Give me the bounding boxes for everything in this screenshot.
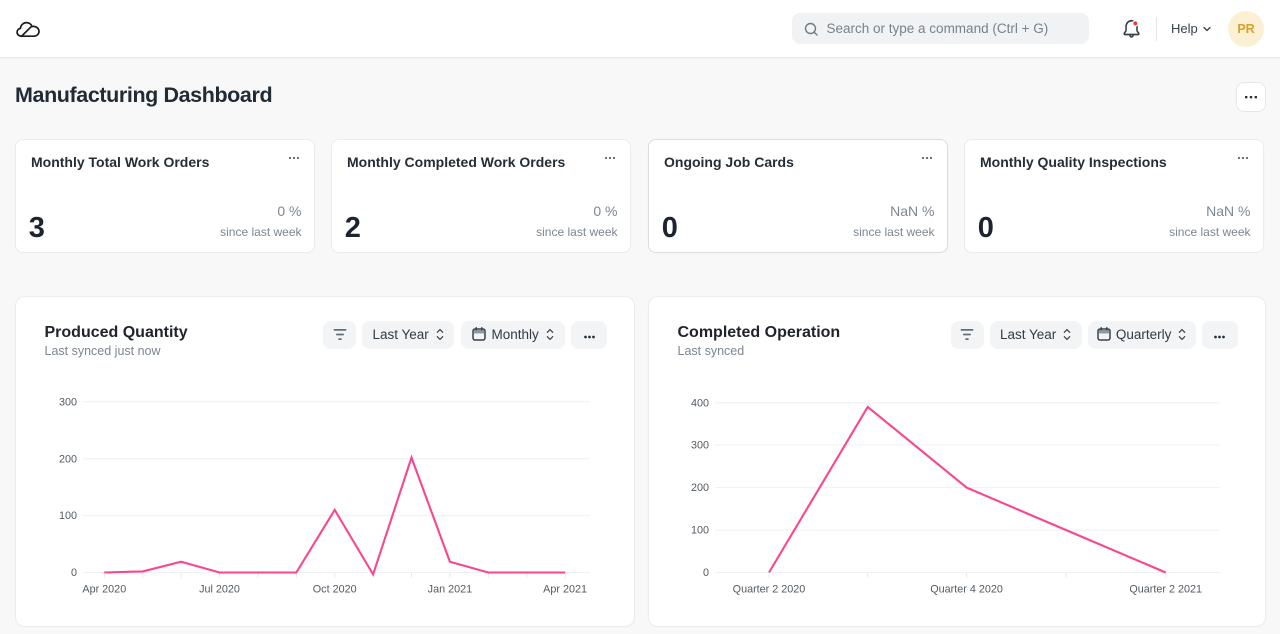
svg-text:Quarter 2 2020: Quarter 2 2020 — [733, 583, 806, 595]
svg-text:0: 0 — [71, 567, 77, 579]
svg-text:200: 200 — [59, 453, 77, 465]
svg-text:Jan 2021: Jan 2021 — [428, 583, 472, 595]
svg-text:200: 200 — [691, 482, 709, 494]
svg-text:300: 300 — [691, 440, 709, 452]
svg-text:0: 0 — [703, 567, 709, 579]
svg-text:Apr 2020: Apr 2020 — [82, 583, 126, 595]
svg-text:Quarter 4 2020: Quarter 4 2020 — [930, 583, 1003, 595]
svg-text:Apr 2021: Apr 2021 — [543, 583, 587, 595]
svg-text:400: 400 — [691, 397, 709, 409]
svg-text:100: 100 — [59, 510, 77, 522]
svg-text:Oct 2020: Oct 2020 — [313, 583, 357, 595]
svg-text:300: 300 — [59, 396, 77, 408]
svg-text:100: 100 — [691, 525, 709, 537]
svg-text:Jul 2020: Jul 2020 — [199, 583, 240, 595]
svg-text:Quarter 2 2021: Quarter 2 2021 — [1129, 583, 1202, 595]
